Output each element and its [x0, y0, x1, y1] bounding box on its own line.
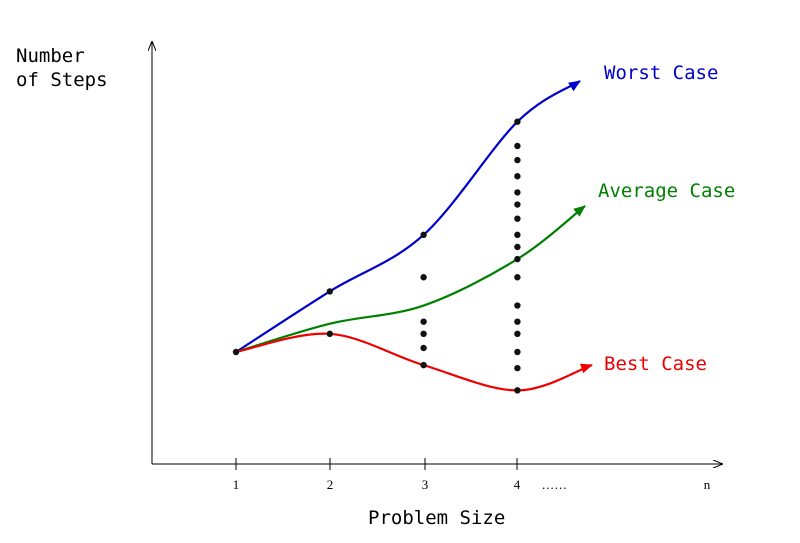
outcome-dot-x4-12: [514, 318, 521, 325]
y-axis-label: Number of Steps: [16, 45, 108, 91]
legend-average-case: Average Case: [598, 180, 736, 202]
x-axis-label: Problem Size: [368, 507, 506, 529]
outcome-dot-x4-1: [514, 142, 521, 150]
x-tick-label-n: n: [704, 477, 711, 492]
outcome-dot-x4-16: [514, 387, 521, 394]
series-average-case: [235, 205, 586, 354]
x-tick-label-2: 2: [327, 477, 334, 492]
legend-best-case: Best Case: [604, 353, 707, 375]
series-best-case: [235, 332, 593, 392]
x-tick-label-4: 4: [514, 477, 521, 492]
outcome-dot-x4-15: [514, 364, 521, 372]
outcome-dot-x3-0: [420, 231, 427, 239]
outcome-dot-x1-0: [232, 348, 240, 356]
x-tick-label-3: 3: [422, 477, 429, 492]
outcome-dot-x4-11: [514, 302, 521, 309]
x-tick-ellipsis: ......: [542, 477, 568, 492]
outcome-dot-x4-9: [514, 255, 521, 263]
outcome-dot-x4-13: [514, 330, 521, 338]
outcome-dot-x3-2: [420, 318, 427, 325]
outcome-dot-x4-0: [514, 118, 521, 125]
x-tick-label-1: 1: [233, 477, 240, 492]
outcome-dot-x4-7: [514, 231, 521, 239]
outcome-dot-x4-10: [514, 274, 521, 281]
outcome-dot-x4-6: [514, 215, 521, 222]
outcome-dot-x3-5: [420, 361, 427, 369]
outcome-dot-x3-1: [420, 274, 427, 281]
outcome-dot-x4-3: [514, 173, 521, 180]
outcome-dot-x4-4: [514, 189, 521, 196]
legend-worst-case: Worst Case: [604, 62, 719, 84]
outcome-dot-x3-4: [420, 344, 427, 352]
outcome-dot-x4-14: [514, 348, 521, 356]
outcome-dot-x3-3: [420, 330, 427, 338]
outcome-dot-x4-2: [514, 156, 521, 164]
outcome-dot-x2-1: [326, 330, 333, 338]
outcome-dot-x2-0: [326, 288, 333, 295]
outcome-dot-x4-8: [514, 243, 521, 251]
outcome-dot-x4-5: [514, 201, 521, 208]
series-worst-case: [235, 80, 581, 353]
